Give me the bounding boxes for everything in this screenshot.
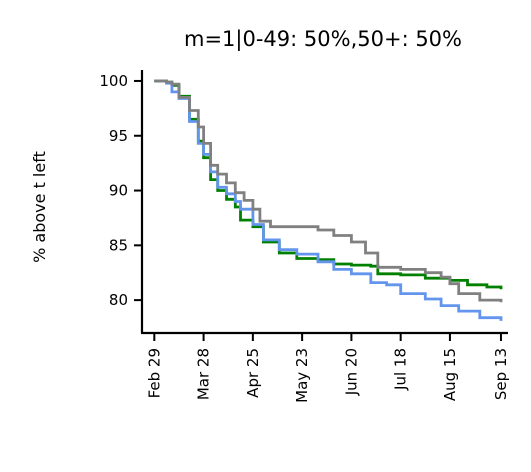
y-tick-label: 90 <box>109 182 128 200</box>
x-tick-label: Sep 13 <box>492 348 510 400</box>
x-tick-label: Apr 25 <box>244 348 262 398</box>
x-tick-label: Jun 20 <box>342 348 360 396</box>
series-line-2 <box>154 79 503 321</box>
y-tick-label: 80 <box>109 291 128 309</box>
series-layer <box>154 79 503 321</box>
y-axis-ticks: 80 85 90 95 100 <box>99 72 142 309</box>
x-tick-label: Feb 29 <box>145 348 163 398</box>
y-axis-label: % above t left <box>30 151 49 263</box>
y-tick-label: 95 <box>109 127 128 145</box>
series-line-1 <box>154 79 503 290</box>
x-tick-label: Mar 28 <box>195 348 213 400</box>
series-line-3 <box>154 79 503 303</box>
x-tick-label: Aug 15 <box>441 348 459 401</box>
y-tick-label: 85 <box>109 236 128 254</box>
x-axis-ticks: Feb 29 Mar 28 Apr 25 May 23 Jun 20 Jul 18 Aug … <box>145 333 510 403</box>
x-tick-label: Jul 18 <box>392 348 410 391</box>
chart-title: m=1|0-49: 50%,50+: 50% <box>184 27 462 52</box>
y-tick-label: 100 <box>99 72 128 90</box>
x-tick-label: May 23 <box>293 348 311 403</box>
